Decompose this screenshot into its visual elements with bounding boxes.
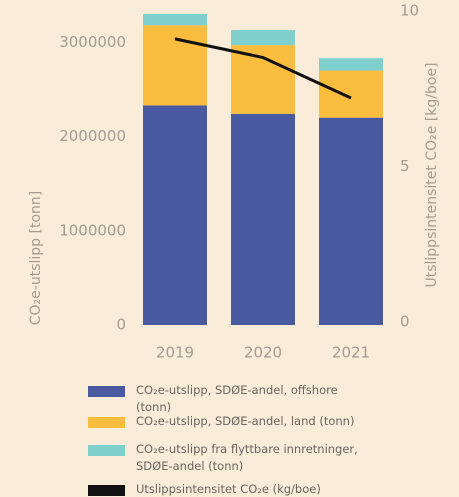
y2-axis-label: Utslippsintensitet CO₂e [kg/boe] [424, 62, 440, 287]
legend-item: CO₂e-utslipp fra flyttbare innretninger,… [88, 441, 376, 475]
legend-label: CO₂e-utslipp fra flyttbare innretninger,… [136, 442, 358, 473]
y-tick-label: 1000000 [59, 221, 126, 239]
bar-segment [231, 113, 295, 325]
chart: CO₂e-utslipp [tonn] Utslippsintensitet C… [28, 2, 440, 362]
legend-swatch [88, 386, 125, 397]
y2-tick-label: 0 [400, 313, 410, 331]
x-tick-label: 2021 [332, 344, 370, 362]
bar-segment [231, 30, 295, 46]
bar-segment [143, 105, 207, 325]
line [174, 37, 352, 100]
y2-tick-label: 5 [400, 157, 410, 175]
y-tick-label: 2000000 [59, 127, 126, 145]
y-tick-label: 0 [116, 316, 126, 334]
legend-label: CO₂e-utslipp, SDØE-andel, land (tonn) [136, 414, 355, 428]
legend-item: CO₂e-utslipp, SDØE-andel, land (tonn) [88, 413, 376, 430]
legend-label: Utslippsintensitet CO₂e (kg/boe) [136, 482, 321, 496]
bar-segment [143, 14, 207, 26]
legend-swatch [88, 417, 125, 428]
x-tick-label: 2020 [244, 344, 282, 362]
legend-item: Utslippsintensitet CO₂e (kg/boe) [88, 481, 376, 497]
legend-swatch [88, 485, 125, 496]
bar-segment [231, 45, 295, 114]
legend-label: CO₂e-utslipp, SDØE-andel, offshore (tonn… [136, 383, 338, 414]
bar-segment [319, 70, 383, 118]
legend-swatch [88, 445, 125, 456]
y-axis-label: CO₂e-utslipp [tonn] [28, 191, 44, 325]
bar-segment [319, 117, 383, 326]
bar-segment [143, 25, 207, 106]
y-tick-label: 3000000 [59, 33, 126, 51]
y2-tick-label: 10 [400, 2, 419, 20]
legend-item: CO₂e-utslipp, SDØE-andel, offshore (tonn… [88, 382, 376, 416]
bar-segment [319, 58, 383, 71]
x-tick-label: 2019 [156, 344, 194, 362]
